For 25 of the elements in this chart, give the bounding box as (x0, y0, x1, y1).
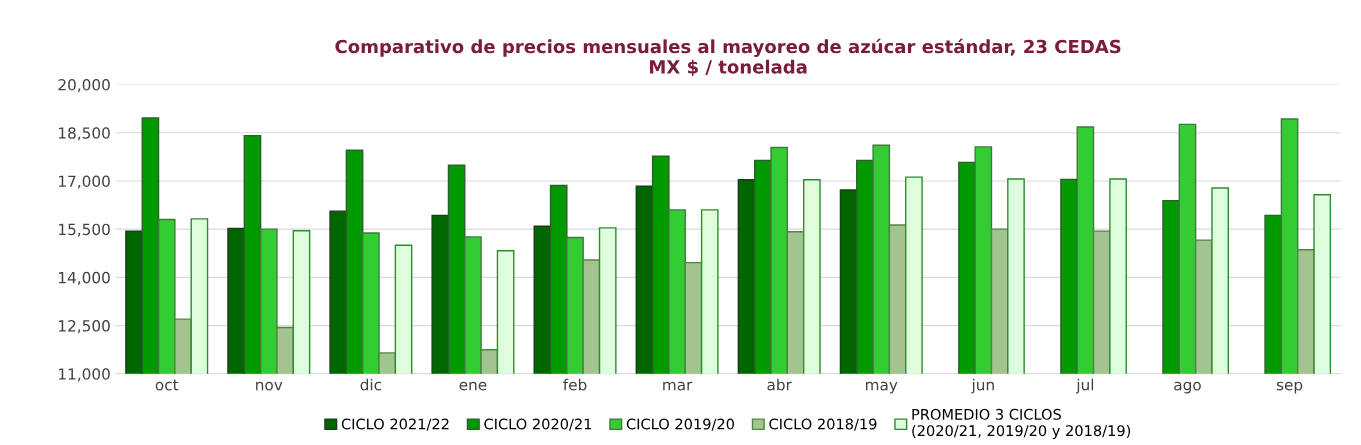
y-tick-label: 11,000 (59, 368, 110, 382)
legend-label: CICLO 2021/22 (341, 418, 449, 431)
x-tick-label: abr (767, 378, 792, 391)
y-tick-label: 20,000 (58, 79, 110, 93)
x-tick-label: ago (1174, 381, 1201, 394)
x-tick-label: may (865, 381, 898, 394)
x-tick-label: sep (1276, 381, 1303, 394)
y-tick-label: 17,000 (59, 175, 110, 189)
y-tick-label: 12,500 (59, 320, 110, 334)
legend-label: CICLO 2020/21 (484, 418, 592, 431)
y-tick-label: 18,500 (59, 127, 110, 141)
chart-title: Comparativo de precios mensuales al mayoreo de azúcar estándar, 23 CEDAS MX $ / tonelada (335, 38, 1121, 77)
legend-label: CICLO 2019/20 (626, 418, 734, 431)
legend-label: CICLO 2018/19 (769, 418, 877, 431)
legend-label: PROMEDIO 3 CICLOS (2020/21, 2019/20 y 2018/19) (912, 408, 1131, 439)
x-tick-label: jul (1076, 378, 1094, 394)
x-tick-label: jun (971, 378, 994, 394)
x-tick-label: oct (155, 379, 179, 391)
x-tick-label: dic (360, 378, 382, 391)
y-tick-label: 15,500 (59, 223, 110, 237)
x-tick-label: feb (563, 378, 587, 391)
x-tick-label: ene (459, 381, 487, 391)
x-tick-label: mar (663, 381, 693, 391)
y-tick-label: 14,000 (59, 271, 110, 285)
x-tick-label: nov (256, 381, 283, 391)
